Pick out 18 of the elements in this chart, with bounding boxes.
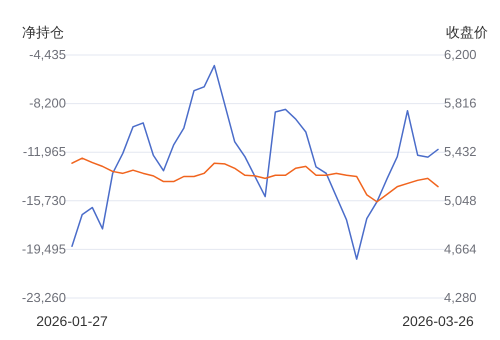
line-series: [71, 64, 439, 260]
y-tick-label: -8,200: [29, 96, 66, 111]
x-tick-label: 2026-01-27: [36, 313, 108, 329]
y2-tick-label: 4,280: [444, 290, 477, 305]
y-tick-label: -4,435: [29, 47, 66, 62]
y2-tick-label: 5,432: [444, 144, 477, 160]
y-tick-label: -23,260: [22, 290, 66, 305]
y-tick-label: -15,730: [22, 192, 66, 208]
y2-axis-title: 收盘价: [446, 24, 488, 40]
y-tick-label: -19,495: [22, 241, 66, 256]
y-axis-title: 净持仓: [22, 24, 64, 40]
y2-tick-label: 6,200: [444, 47, 477, 62]
y2-tick-label: 5,816: [444, 96, 477, 111]
y2-tick-label: 4,664: [444, 241, 477, 256]
x-tick-label: 2026-03-26: [402, 313, 474, 329]
y2-tick-label: 5,048: [444, 192, 477, 208]
line-series: [71, 157, 439, 203]
y-tick-label: -11,965: [22, 144, 66, 160]
